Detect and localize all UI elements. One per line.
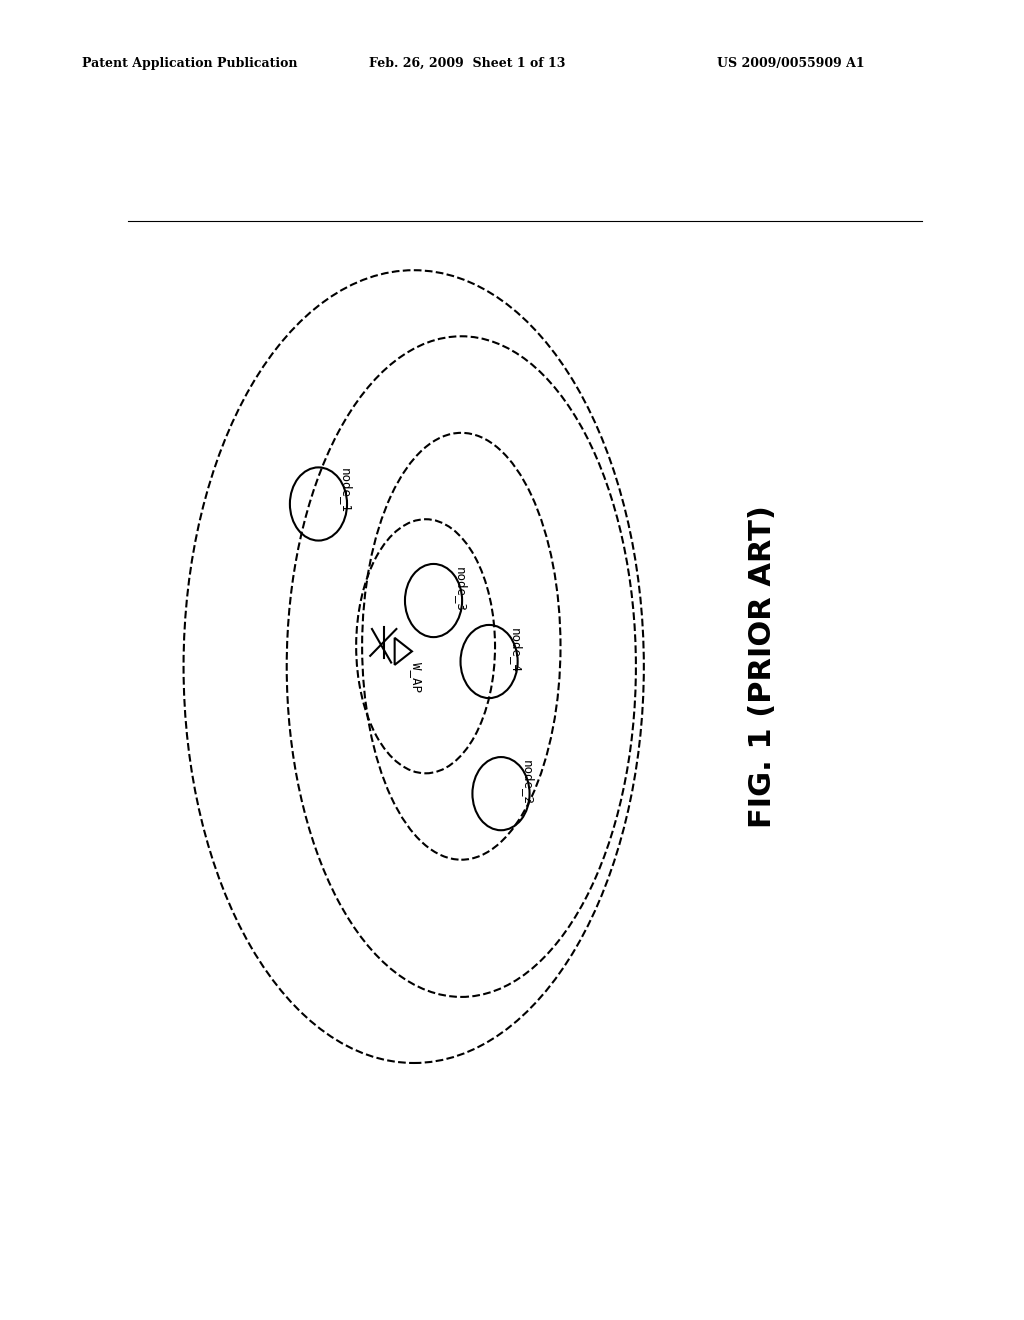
Text: W_AP: W_AP [410, 663, 423, 692]
Text: Feb. 26, 2009  Sheet 1 of 13: Feb. 26, 2009 Sheet 1 of 13 [369, 57, 565, 70]
Text: node_3: node_3 [454, 568, 466, 612]
Text: node_4: node_4 [509, 628, 522, 673]
Text: FIG. 1 (PRIOR ART): FIG. 1 (PRIOR ART) [749, 506, 777, 828]
Text: Patent Application Publication: Patent Application Publication [82, 57, 297, 70]
Text: node_1: node_1 [338, 469, 351, 513]
Text: node_2: node_2 [521, 760, 534, 805]
Text: US 2009/0055909 A1: US 2009/0055909 A1 [717, 57, 864, 70]
